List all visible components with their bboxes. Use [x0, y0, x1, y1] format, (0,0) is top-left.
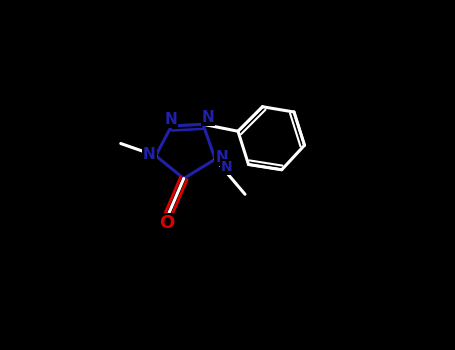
- Text: N: N: [215, 150, 228, 165]
- Text: N: N: [221, 160, 232, 174]
- Text: N: N: [164, 112, 177, 127]
- Text: N: N: [202, 111, 214, 125]
- Text: O: O: [159, 214, 174, 232]
- Text: N: N: [143, 147, 156, 162]
